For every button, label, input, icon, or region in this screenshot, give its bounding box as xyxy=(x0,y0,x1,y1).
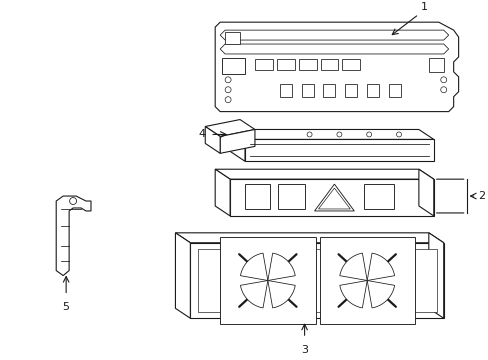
Text: 2: 2 xyxy=(478,191,485,201)
Polygon shape xyxy=(222,58,244,74)
Polygon shape xyxy=(418,169,433,216)
Polygon shape xyxy=(301,84,313,97)
Circle shape xyxy=(306,132,311,137)
Circle shape xyxy=(224,77,231,83)
Polygon shape xyxy=(220,237,315,324)
Polygon shape xyxy=(342,59,360,70)
Polygon shape xyxy=(364,184,393,209)
Polygon shape xyxy=(339,253,366,280)
Polygon shape xyxy=(215,169,433,179)
Polygon shape xyxy=(428,58,443,72)
Circle shape xyxy=(224,97,231,103)
Polygon shape xyxy=(230,130,433,139)
Text: 5: 5 xyxy=(62,302,69,312)
Polygon shape xyxy=(366,84,378,97)
Polygon shape xyxy=(205,120,254,136)
Circle shape xyxy=(366,132,371,137)
Polygon shape xyxy=(345,84,357,97)
Polygon shape xyxy=(320,59,338,70)
Polygon shape xyxy=(230,130,244,161)
Polygon shape xyxy=(276,59,294,70)
Polygon shape xyxy=(366,280,394,308)
Circle shape xyxy=(224,87,231,93)
Polygon shape xyxy=(277,184,304,209)
Text: 1: 1 xyxy=(420,2,427,12)
Circle shape xyxy=(440,87,446,93)
Polygon shape xyxy=(428,233,443,318)
Polygon shape xyxy=(339,280,366,308)
Polygon shape xyxy=(240,280,267,308)
Polygon shape xyxy=(240,253,267,280)
Polygon shape xyxy=(198,249,436,312)
Polygon shape xyxy=(224,32,240,44)
Polygon shape xyxy=(319,237,414,324)
Circle shape xyxy=(336,132,341,137)
Polygon shape xyxy=(388,84,400,97)
Polygon shape xyxy=(323,84,335,97)
Text: 4: 4 xyxy=(198,130,205,139)
Circle shape xyxy=(396,132,401,137)
Polygon shape xyxy=(56,196,91,275)
Polygon shape xyxy=(190,243,443,318)
Polygon shape xyxy=(254,59,272,70)
Polygon shape xyxy=(230,179,433,216)
Polygon shape xyxy=(366,253,394,280)
Polygon shape xyxy=(220,30,448,40)
Polygon shape xyxy=(298,59,316,70)
Polygon shape xyxy=(205,126,220,153)
Polygon shape xyxy=(220,130,254,153)
Polygon shape xyxy=(215,169,230,216)
Circle shape xyxy=(440,77,446,83)
Polygon shape xyxy=(267,253,295,280)
Polygon shape xyxy=(220,44,448,54)
Polygon shape xyxy=(314,184,354,211)
Polygon shape xyxy=(244,184,269,209)
Polygon shape xyxy=(215,22,458,112)
Polygon shape xyxy=(175,233,443,243)
Polygon shape xyxy=(244,139,433,161)
Polygon shape xyxy=(267,280,295,308)
Polygon shape xyxy=(279,84,291,97)
Polygon shape xyxy=(318,188,349,209)
Polygon shape xyxy=(175,233,190,318)
Circle shape xyxy=(69,198,77,204)
Text: 3: 3 xyxy=(301,345,307,355)
